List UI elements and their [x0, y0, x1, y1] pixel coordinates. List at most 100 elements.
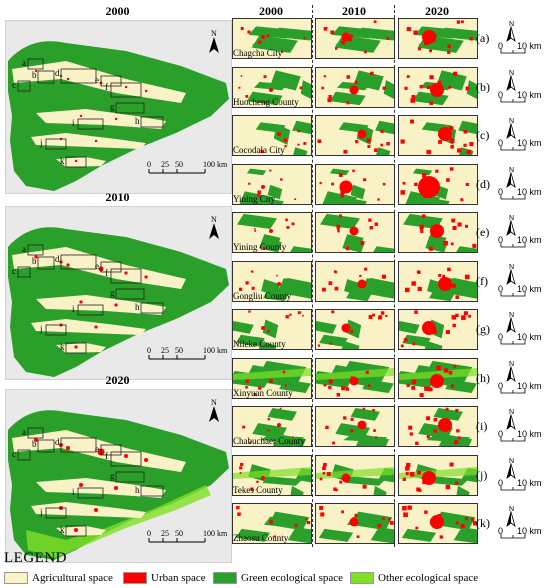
urban-patch — [451, 283, 456, 288]
legend-swatch — [350, 571, 374, 584]
study-area-letter: f — [105, 268, 108, 278]
scale-tick-label: 25 — [161, 346, 169, 355]
urban-patch — [339, 214, 342, 218]
scale-ten-label: 10 km — [517, 429, 542, 439]
urban-patch — [450, 145, 454, 149]
urban-patch — [317, 344, 321, 347]
green-ecological-patch — [290, 246, 311, 252]
urban-patch — [286, 226, 290, 229]
study-area-letter: g — [110, 471, 115, 481]
urban-patch — [343, 149, 348, 154]
county-tile — [232, 18, 312, 59]
urban-point — [144, 89, 148, 93]
urban-core — [357, 129, 367, 139]
urban-patch — [406, 26, 411, 32]
green-ecological-patch — [456, 246, 477, 252]
row-letter: (h) — [476, 371, 490, 385]
green-ecological-patch — [453, 527, 477, 543]
urban-patch — [460, 524, 465, 529]
urban-core — [277, 132, 281, 136]
row-scale-north: N 0 10 km — [495, 66, 550, 108]
urban-patch — [447, 267, 451, 272]
row-scale-north: N 0 10 km — [495, 454, 550, 496]
green-ecological-patch — [448, 277, 477, 294]
study-area-box — [140, 302, 164, 314]
scale-bar — [500, 292, 526, 297]
urban-patch — [297, 129, 301, 133]
urban-patch — [447, 44, 451, 49]
county-tile — [398, 406, 478, 447]
urban-patch — [411, 379, 417, 385]
urban-patch — [448, 85, 452, 89]
green-ecological-patch — [370, 527, 394, 543]
urban-patch — [365, 370, 369, 374]
urban-patch — [424, 510, 428, 514]
urban-patch — [415, 441, 419, 446]
green-ecological-patch — [255, 122, 286, 133]
study-area-box — [65, 342, 87, 354]
urban-patch — [436, 365, 441, 371]
green-ecological-patch — [233, 321, 254, 334]
urban-point — [79, 300, 83, 304]
urban-core — [269, 379, 273, 383]
north-arrow-fill — [507, 415, 511, 429]
legend-label: Agricultural space — [32, 571, 113, 584]
urban-patch — [247, 30, 251, 34]
urban-core — [418, 176, 440, 198]
study-area-box — [17, 80, 31, 92]
urban-patch — [410, 98, 416, 103]
study-area-box — [60, 68, 97, 84]
urban-patch — [322, 472, 326, 475]
urban-patch — [445, 407, 449, 411]
urban-patch — [249, 441, 252, 444]
county-tile — [398, 18, 478, 59]
study-area-box — [45, 324, 67, 336]
green-ecological-patch — [253, 81, 288, 91]
urban-patch — [433, 429, 437, 433]
study-area-box — [115, 471, 145, 483]
urban-patch — [404, 338, 408, 342]
urban-patch — [237, 512, 241, 516]
urban-patch — [366, 138, 371, 143]
study-area-letter: i — [72, 118, 75, 128]
scale-ten-label: 10 km — [517, 526, 542, 536]
green-ecological-patch — [258, 197, 284, 204]
urban-patch — [435, 169, 439, 173]
urban-patch — [253, 393, 257, 396]
legend-item-other: Other ecological space — [350, 570, 478, 585]
north-label: N — [509, 264, 514, 271]
urban-patch — [372, 408, 375, 412]
study-area-letter: c — [12, 80, 16, 90]
urban-core — [349, 376, 359, 386]
urban-patch — [428, 387, 433, 392]
urban-patch — [457, 222, 462, 227]
study-area-letter: h — [135, 116, 140, 126]
green-ecological-patch — [282, 277, 311, 294]
urban-patch — [369, 226, 373, 230]
north-arrow-fill — [507, 124, 511, 138]
overview-map-title: 2020 — [105, 373, 130, 387]
urban-patch — [258, 386, 262, 390]
county-tile — [398, 503, 478, 544]
urban-patch — [457, 436, 461, 440]
urban-patch — [373, 429, 376, 432]
county-tile — [398, 455, 478, 496]
green-ecological-patch — [365, 277, 394, 294]
urban-patch — [463, 311, 468, 316]
urban-point — [144, 275, 148, 279]
urban-patch — [338, 173, 343, 177]
overview-map-2010: a b c d e f g h i j k N 0 25 50 100 km — [5, 206, 232, 380]
agricultural-area — [56, 343, 106, 353]
green-ecological-patch — [445, 379, 477, 394]
urban-patch — [266, 34, 270, 38]
scale-bar — [500, 389, 526, 394]
urban-patch — [374, 436, 378, 439]
urban-patch — [429, 101, 434, 105]
scale-zero-label: 0 — [498, 381, 503, 391]
urban-patch — [269, 169, 272, 172]
urban-patch — [323, 26, 328, 31]
urban-core — [341, 473, 351, 483]
green-ecological-patch — [373, 246, 394, 252]
study-area-box — [140, 116, 164, 128]
urban-core — [422, 30, 436, 44]
